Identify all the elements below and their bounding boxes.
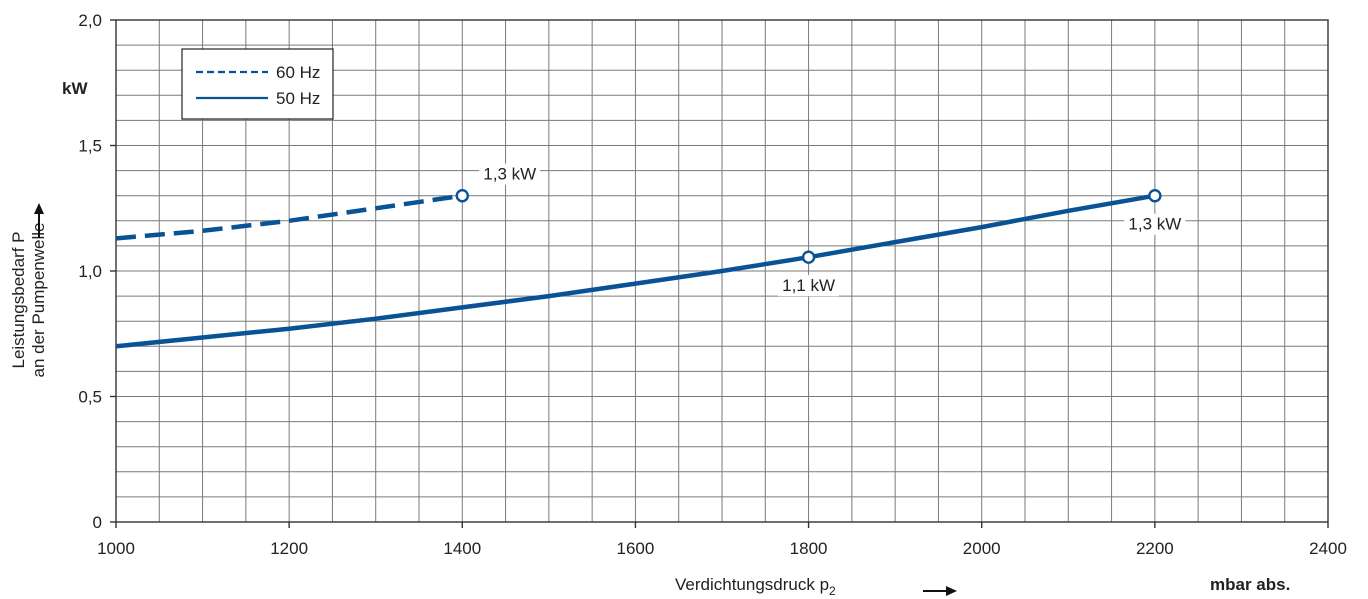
y-axis-title-line2: an der Pumpenwelle [29, 223, 48, 378]
y-tick-label: 1,5 [78, 137, 102, 156]
annotations-layer: 1,3 kW 1,1 kW 1,3 kW [455, 163, 1186, 297]
data-label-background [479, 163, 541, 185]
x-unit-label: mbar abs. [1210, 575, 1290, 594]
x-axis-title-sub: 2 [829, 584, 836, 598]
y-unit-label: kW [62, 79, 88, 98]
data-label: 1,1 kW [782, 276, 835, 295]
x-tick-label: 1000 [97, 539, 135, 558]
data-point-marker [801, 250, 816, 264]
y-axis-arrow-icon [34, 203, 44, 238]
x-tick-label: 1400 [443, 539, 481, 558]
data-label: 1,3 kW [1128, 215, 1181, 234]
legend-box [181, 48, 334, 120]
y-axis-title-line1: Leistungsbedarf P [9, 231, 28, 368]
series-line-60hz [115, 193, 463, 241]
x-tick-label: 2400 [1309, 539, 1347, 558]
data-point-marker [455, 188, 469, 203]
data-point-marker [1148, 188, 1162, 203]
x-axis-title: Verdichtungsdruck p2 [675, 575, 836, 598]
legend-label-60hz: 60 Hz [276, 63, 320, 82]
legend: 60 Hz 50 Hz [181, 48, 334, 120]
y-tick-label: 0 [93, 513, 102, 532]
series-layer [115, 193, 1156, 349]
data-label-background [1124, 213, 1186, 235]
x-tick-label: 1600 [617, 539, 655, 558]
x-tick-label: 2200 [1136, 539, 1174, 558]
y-tick-label: 1,0 [78, 262, 102, 281]
y-axis-title: Leistungsbedarf P an der Pumpenwelle [9, 223, 48, 378]
series-line-50hz [115, 193, 1156, 349]
x-tick-label: 1800 [790, 539, 828, 558]
data-label: 1,3 kW [483, 165, 536, 184]
x-axis-title-main: Verdichtungsdruck p [675, 575, 829, 594]
x-tick-label: 2000 [963, 539, 1001, 558]
x-tick-label: 1200 [270, 539, 308, 558]
data-label-background [778, 275, 840, 297]
x-axis-arrow-icon [923, 586, 957, 596]
y-tick-label: 2,0 [78, 11, 102, 30]
y-tick-label: 0,5 [78, 388, 102, 407]
legend-label-50hz: 50 Hz [276, 89, 320, 108]
tick-labels: 1000 1200 1400 1600 1800 2000 2200 2400 0 0,5 1,0 1… [78, 11, 1347, 558]
